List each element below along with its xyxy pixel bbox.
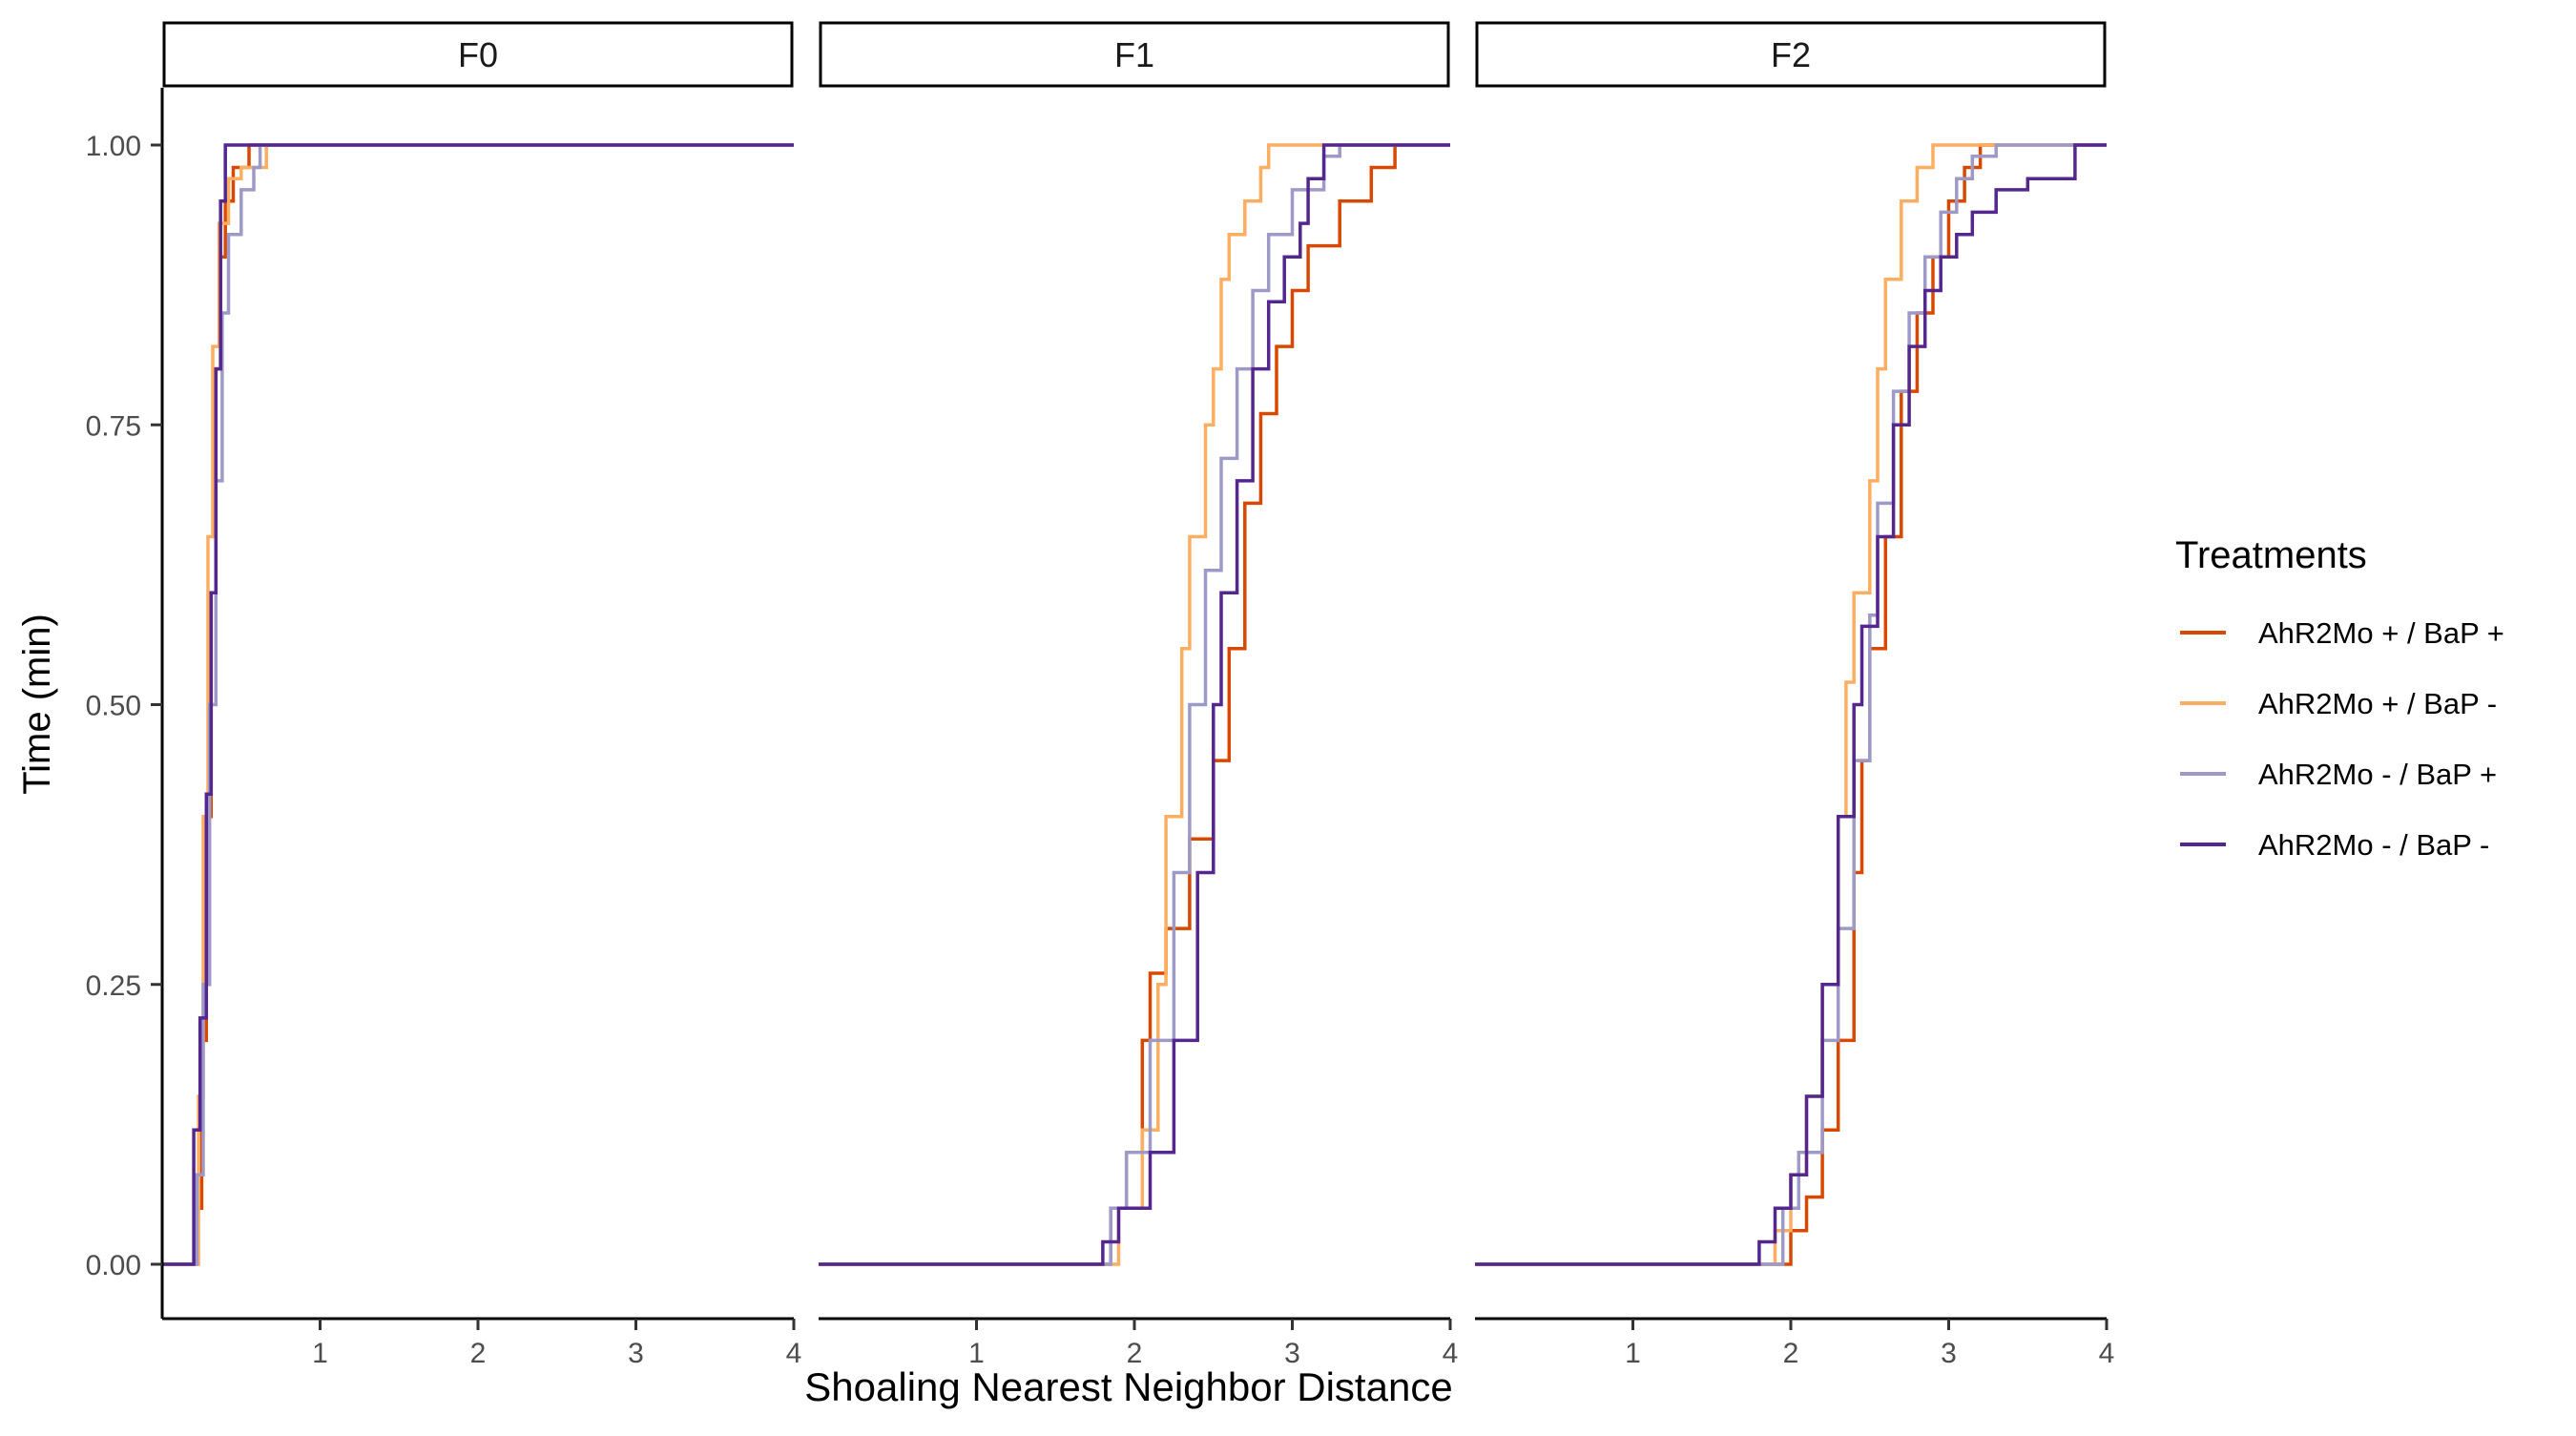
x-tick-label: 4 [2099, 1338, 2115, 1369]
series-line [162, 143, 794, 1266]
x-tick-label: 3 [1284, 1338, 1300, 1369]
facet-strip [819, 21, 1450, 88]
series-line [819, 143, 1450, 1266]
y-tick-label: 0.75 [86, 410, 141, 442]
legend: Treatments AhR2Mo + / BaP + AhR2Mo + / Ba… [2175, 534, 2504, 862]
y-tick-label: 0.50 [86, 691, 141, 722]
x-tick-label: 3 [628, 1338, 644, 1369]
facet-strip-label: F2 [1771, 35, 1811, 74]
series-line [162, 143, 794, 1266]
legend-label: AhR2Mo - / BaP - [2258, 828, 2489, 862]
facet-strip-label: F0 [458, 35, 498, 74]
facet-panel-f1: F1 1 2 3 4 [819, 21, 1459, 1369]
series-line [819, 143, 1450, 1266]
y-axis-title: Time (min) [16, 614, 58, 795]
x-tick-label: 4 [786, 1338, 802, 1369]
y-tick-label: 1.00 [86, 131, 141, 162]
legend-entry: AhR2Mo + / BaP - [2180, 687, 2497, 720]
x-tick-label: 1 [312, 1338, 328, 1369]
x-tick-label: 1 [1625, 1338, 1641, 1369]
x-tick-label: 1 [968, 1338, 985, 1369]
series-line [1475, 143, 2107, 1266]
legend-entry: AhR2Mo + / BaP + [2180, 616, 2504, 650]
series-line [819, 143, 1450, 1266]
legend-label: AhR2Mo + / BaP + [2258, 616, 2504, 650]
legend-title: Treatments [2175, 534, 2367, 576]
x-tick-label: 2 [1783, 1338, 1799, 1369]
y-tick-label: 0.25 [86, 970, 141, 1002]
legend-entry: AhR2Mo - / BaP + [2180, 758, 2497, 791]
x-tick-label: 3 [1941, 1338, 1957, 1369]
series-line [1475, 143, 2107, 1266]
facets-layer: F0 1 2 3 4 0.00 0.25 0.50 0.75 1.00 F1 1 2 3 4 F2 1 2 3 4 [86, 21, 2115, 1369]
x-tick-label: 2 [1127, 1338, 1143, 1369]
facet-strip [1475, 21, 2107, 88]
series-line [1475, 143, 2107, 1266]
y-tick-label: 0.00 [86, 1250, 141, 1281]
legend-label: AhR2Mo + / BaP - [2258, 687, 2497, 720]
facet-panel-f2: F2 1 2 3 4 [1475, 21, 2115, 1369]
legend-entry: AhR2Mo - / BaP - [2180, 828, 2489, 862]
series-line [819, 143, 1450, 1266]
facet-panel-f0: F0 1 2 3 4 0.00 0.25 0.50 0.75 1.00 [86, 21, 802, 1369]
series-line [162, 143, 794, 1266]
x-tick-label: 4 [1443, 1338, 1459, 1369]
legend-label: AhR2Mo - / BaP + [2258, 758, 2497, 791]
x-axis-title: Shoaling Nearest Neighbor Distance [804, 1364, 1452, 1409]
series-line [1475, 143, 2107, 1266]
facet-strip-label: F1 [1114, 35, 1154, 74]
series-line [162, 143, 794, 1266]
facet-strip [162, 21, 794, 88]
x-tick-label: 2 [470, 1338, 487, 1369]
